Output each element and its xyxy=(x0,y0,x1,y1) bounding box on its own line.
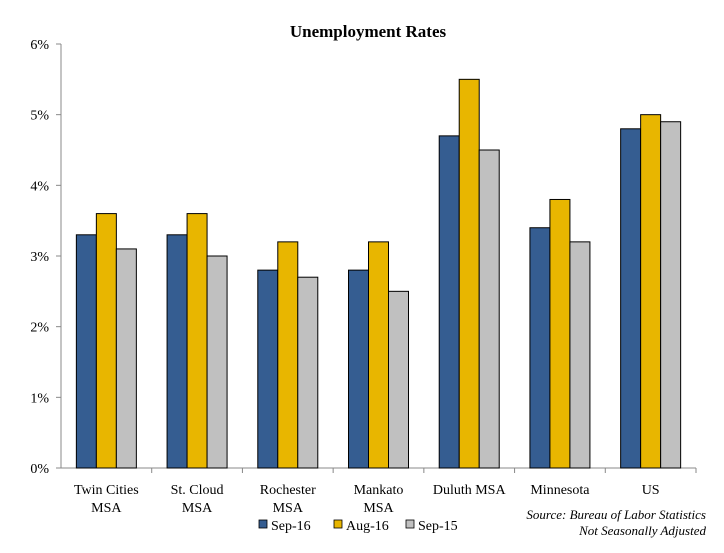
x-tick-label: Twin Cities xyxy=(74,483,139,498)
x-tick-label: Mankato xyxy=(354,483,404,498)
x-axis-labels: Twin Cities MSA St. Cloud MSA Rochester MSA Ma… xyxy=(74,483,660,516)
x-tick-label: MSA xyxy=(182,501,213,516)
bar xyxy=(549,198,571,469)
bars xyxy=(75,78,682,469)
source-note-line1: Source: Bureau of Labor Statistics xyxy=(526,507,706,522)
legend-swatch xyxy=(333,519,343,529)
bar xyxy=(348,269,369,469)
legend-label: Sep-15 xyxy=(418,519,458,534)
bar xyxy=(186,213,208,469)
bar xyxy=(166,234,188,469)
y-tick-label: 2% xyxy=(30,321,49,336)
bar xyxy=(368,241,389,469)
x-tick-label: US xyxy=(642,483,660,498)
x-tick-label: Duluth MSA xyxy=(433,483,507,498)
source-note-line2: Not Seasonally Adjusted xyxy=(579,523,706,538)
x-tick-label: MSA xyxy=(91,501,122,516)
bar xyxy=(277,241,299,469)
y-tick-label: 3% xyxy=(30,250,49,265)
legend-label: Sep-16 xyxy=(271,519,311,534)
x-tick-label: MSA xyxy=(363,501,394,516)
x-tick-label: St. Cloud xyxy=(171,483,224,498)
bar xyxy=(458,78,480,469)
bar xyxy=(620,128,642,469)
bar xyxy=(640,114,662,469)
bar xyxy=(297,276,319,469)
legend: Sep-16 Aug-16 Sep-15 xyxy=(258,519,458,534)
y-tick-label: 0% xyxy=(30,462,49,477)
bar xyxy=(478,149,500,469)
bar xyxy=(569,241,591,469)
x-tick-label: Minnesota xyxy=(530,483,590,498)
legend-swatch xyxy=(258,519,268,529)
chart-title: Unemployment Rates xyxy=(290,22,447,41)
bar xyxy=(438,135,460,469)
bar xyxy=(206,255,228,469)
y-tick-label: 1% xyxy=(30,391,49,406)
bar xyxy=(75,234,97,469)
x-tick-label: Rochester xyxy=(260,483,316,498)
bar xyxy=(95,213,117,469)
bar xyxy=(257,269,279,469)
x-tick-label: MSA xyxy=(273,501,304,516)
y-tick-label: 6% xyxy=(30,38,49,53)
legend-swatch xyxy=(405,519,415,529)
legend-label: Aug-16 xyxy=(346,519,389,534)
bar xyxy=(115,248,137,469)
bar xyxy=(660,121,682,469)
bar xyxy=(529,227,551,469)
bar xyxy=(388,290,409,469)
y-tick-label: 4% xyxy=(30,179,49,194)
y-tick-label: 5% xyxy=(30,109,49,124)
